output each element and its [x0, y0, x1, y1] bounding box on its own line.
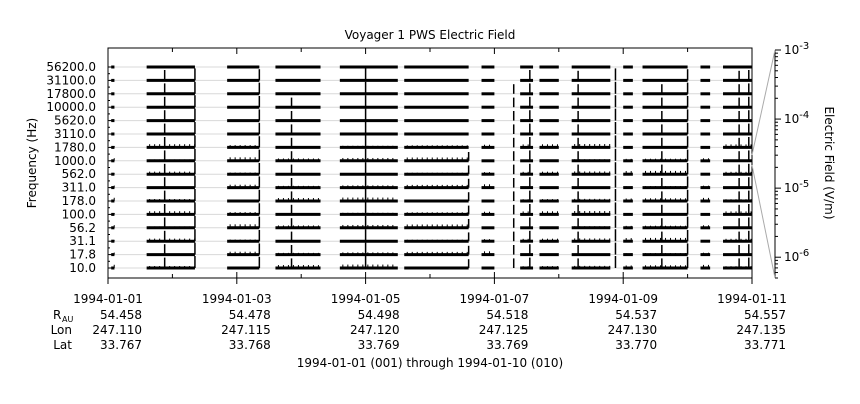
- ephemeris-lat-value: 33.771: [744, 338, 786, 352]
- ephemeris-lon-value: 247.125: [479, 323, 529, 337]
- ephemeris-lat-value: 33.769: [486, 338, 528, 352]
- y-tick-label: 17.8: [69, 248, 96, 262]
- y-tick-label: 5620.0: [54, 114, 96, 128]
- y-tick-label: 1780.0: [54, 140, 96, 154]
- y-tick-label: 31.1: [69, 234, 96, 248]
- y-tick-label: 178.0: [62, 194, 96, 208]
- date-range-caption: 1994-01-01 (001) through 1994-01-10 (010…: [297, 356, 563, 370]
- y-tick-label: 311.0: [62, 181, 96, 195]
- ephemeris-label-r-sub: AU: [62, 315, 73, 324]
- ephemeris-r-value: 54.537: [615, 308, 657, 322]
- x-tick-label: 1994-01-07: [460, 292, 530, 306]
- trace-group: [108, 65, 752, 270]
- x-tick-label: 1994-01-09: [588, 292, 658, 306]
- ephemeris-r-value: 54.458: [100, 308, 142, 322]
- y-tick-label: 10000.0: [46, 100, 96, 114]
- x-tick-label: 1994-01-01: [73, 292, 143, 306]
- x-tick-label: 1994-01-11: [717, 292, 787, 306]
- y-tick-label: 1000.0: [54, 154, 96, 168]
- ephemeris-r-value: 54.498: [358, 308, 400, 322]
- right-axis: 10-3 10-4 10-5 10-6: [751, 41, 809, 279]
- y-axis-label: Frequency (Hz): [25, 118, 39, 209]
- ephemeris-lon-value: 247.120: [350, 323, 400, 337]
- ephemeris-lat-value: 33.770: [615, 338, 657, 352]
- y2-tick-label: 10-3: [784, 41, 809, 57]
- x-tick-label: 1994-01-03: [202, 292, 272, 306]
- y2-axis-label: Electric Field (V/m): [822, 106, 836, 219]
- ephemeris-r-value: 54.518: [486, 308, 528, 322]
- y-tick-label: 17800.0: [46, 87, 96, 101]
- ephemeris-table: R AU Lon Lat 54.458247.11033.76754.47824…: [51, 308, 786, 352]
- y-tick-label: 56.2: [69, 221, 96, 235]
- y-tick-label: 31100.0: [46, 73, 96, 87]
- ephemeris-lon-value: 247.135: [736, 323, 786, 337]
- y2-tick-label: 10-6: [784, 248, 809, 264]
- y-tick-label: 100.0: [62, 207, 96, 221]
- ephemeris-label-lat: Lat: [53, 338, 72, 352]
- x-axis-ticks: 1994-01-01 1994-01-03 1994-01-05 1994-01-07…: [73, 48, 787, 306]
- ephemeris-lat-value: 33.767: [100, 338, 142, 352]
- y2-tick-label: 10-5: [784, 179, 809, 195]
- ephemeris-label-lon: Lon: [51, 323, 72, 337]
- x-tick-label: 1994-01-05: [331, 292, 401, 306]
- ephemeris-r-value: 54.478: [229, 308, 271, 322]
- ephemeris-lat-value: 33.768: [229, 338, 271, 352]
- y-tick-label: 56200.0: [46, 60, 96, 74]
- ephemeris-r-value: 54.557: [744, 308, 786, 322]
- y-axis-ticks: 10.017.831.156.2100.0178.0311.0562.01000…: [46, 60, 112, 275]
- y-tick-label: 562.0: [62, 167, 96, 181]
- ephemeris-label-r: R: [53, 308, 61, 322]
- y-tick-label: 3110.0: [54, 127, 96, 141]
- y2-tick-label: 10-4: [784, 110, 809, 126]
- axis-connector-bottom: [751, 164, 776, 279]
- ephemeris-lon-value: 247.115: [221, 323, 271, 337]
- ephemeris-lon-value: 247.130: [608, 323, 658, 337]
- y-tick-label: 10.0: [69, 261, 96, 275]
- plot-frame: [107, 47, 753, 279]
- ephemeris-lon-value: 247.110: [92, 323, 142, 337]
- ephemeris-lat-value: 33.769: [358, 338, 400, 352]
- axis-connector-top: [751, 49, 776, 156]
- chart-title: Voyager 1 PWS Electric Field: [345, 28, 516, 42]
